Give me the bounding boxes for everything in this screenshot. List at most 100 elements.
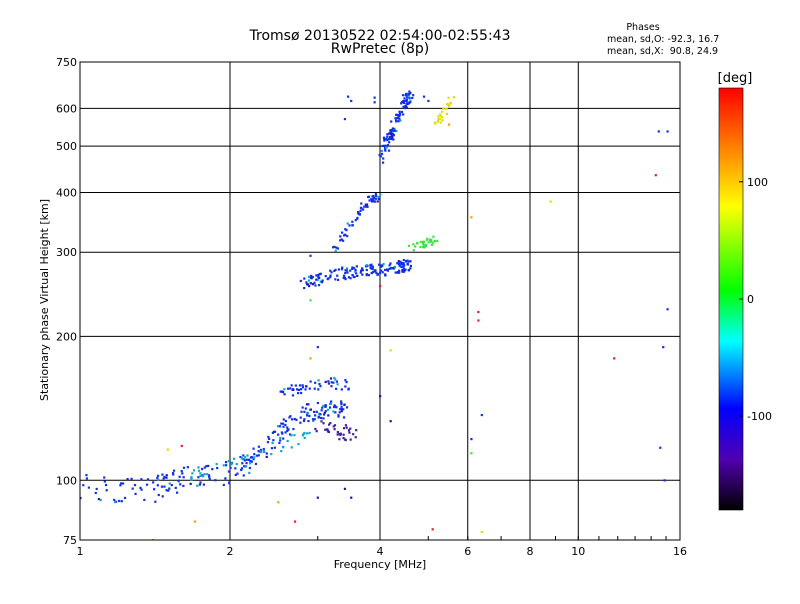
data-point: [401, 270, 404, 273]
data-point: [404, 94, 407, 97]
data-point: [370, 200, 374, 203]
data-point: [367, 195, 371, 198]
data-point: [311, 418, 315, 421]
data-point: [244, 456, 247, 459]
data-point: [123, 496, 127, 500]
data-point: [303, 410, 306, 413]
data-point: [190, 476, 193, 479]
data-point: [373, 96, 376, 99]
data-point: [323, 411, 326, 414]
data-point: [302, 419, 306, 423]
data-point: [320, 420, 323, 423]
data-point: [203, 466, 206, 469]
data-point: [243, 459, 246, 462]
data-point: [318, 412, 321, 415]
data-point: [284, 431, 287, 434]
data-point: [163, 485, 166, 488]
data-point: [280, 390, 283, 393]
data-point: [181, 472, 184, 475]
data-point: [346, 271, 349, 274]
data-point: [398, 264, 401, 267]
data-point: [370, 263, 373, 266]
data-point: [94, 491, 97, 495]
data-point: [312, 410, 316, 414]
data-point: [316, 346, 319, 349]
data-point: [178, 475, 181, 478]
data-point: [340, 400, 343, 403]
data-point: [303, 286, 306, 290]
data-point: [334, 411, 337, 414]
x-tick-label: 2: [227, 545, 234, 558]
data-point: [338, 438, 341, 441]
data-point: [355, 265, 358, 268]
data-point: [286, 387, 290, 390]
data-point: [140, 478, 143, 481]
data-point: [406, 259, 409, 262]
data-point: [343, 487, 347, 490]
data-point: [330, 381, 333, 384]
data-point: [196, 484, 199, 487]
data-point: [391, 128, 394, 131]
data-point: [133, 483, 137, 487]
data-point: [385, 268, 389, 271]
data-point: [378, 263, 381, 266]
data-point: [395, 120, 398, 123]
data-point: [334, 378, 337, 381]
colorbar-tick-label: 0: [747, 293, 754, 306]
data-point: [229, 466, 232, 469]
y-tick-label: 400: [56, 186, 77, 199]
data-point: [307, 403, 310, 406]
data-point: [422, 245, 425, 249]
data-point: [372, 270, 375, 274]
data-point: [338, 432, 341, 436]
data-point: [163, 475, 166, 479]
data-point: [120, 482, 123, 485]
data-point: [360, 202, 363, 205]
data-point: [371, 265, 374, 268]
data-point: [304, 385, 308, 388]
data-point: [316, 496, 319, 499]
data-point: [333, 428, 336, 431]
data-point: [412, 243, 415, 246]
data-point: [340, 388, 343, 391]
data-point: [104, 483, 108, 487]
data-point: [392, 138, 395, 141]
data-point: [328, 423, 331, 426]
data-point: [396, 271, 399, 274]
data-point: [242, 454, 245, 457]
data-point: [395, 129, 398, 133]
data-point: [361, 273, 364, 276]
data-point: [328, 402, 332, 406]
data-point: [99, 498, 102, 502]
data-point: [157, 493, 160, 497]
data-point: [333, 245, 336, 248]
data-point: [272, 439, 275, 442]
data-point: [309, 254, 312, 257]
data-point: [324, 404, 328, 408]
data-point: [365, 203, 369, 206]
data-point: [386, 139, 389, 142]
data-point: [336, 383, 339, 386]
data-point: [303, 418, 306, 421]
data-point: [176, 491, 179, 494]
data-point: [382, 262, 385, 266]
data-point: [439, 114, 442, 117]
data-point: [383, 139, 386, 142]
data-point: [386, 143, 390, 147]
data-point: [305, 403, 309, 406]
data-point: [342, 276, 345, 280]
data-point: [329, 422, 332, 425]
data-point: [407, 244, 411, 247]
data-point: [273, 430, 277, 433]
data-point: [407, 101, 411, 104]
data-point: [347, 276, 350, 279]
data-point: [438, 118, 442, 121]
data-point: [200, 467, 204, 471]
data-point: [392, 127, 395, 130]
data-point: [348, 224, 351, 227]
data-point: [402, 101, 406, 105]
data-point: [228, 481, 231, 484]
data-point: [197, 466, 200, 469]
data-point: [355, 429, 358, 432]
data-point: [199, 474, 202, 477]
